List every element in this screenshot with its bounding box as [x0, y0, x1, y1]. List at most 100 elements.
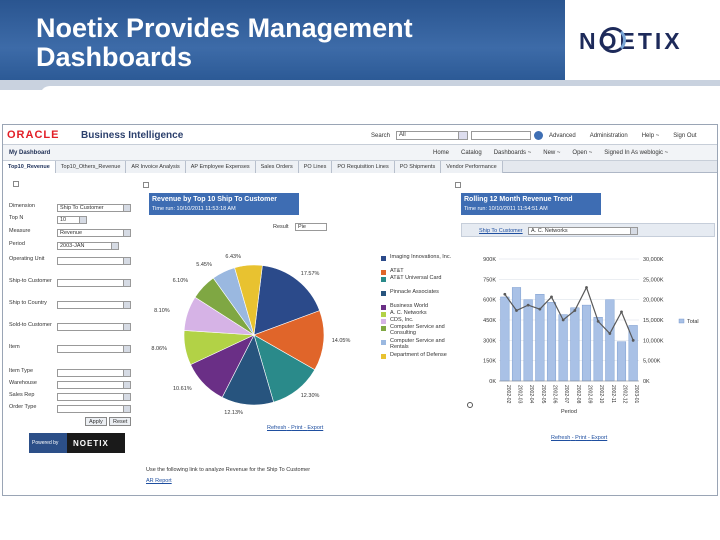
bar[interactable]	[581, 304, 592, 382]
legend-swatch	[678, 318, 685, 324]
y-tick-label-right: 10,000K	[643, 338, 664, 344]
bar[interactable]	[558, 314, 568, 382]
tab-top10-others-revenue[interactable]: Top10_Others_Revenue	[55, 161, 127, 173]
link-home[interactable]: Home	[433, 150, 450, 156]
x-tick-label: 2002-05	[540, 385, 546, 404]
link-catalog[interactable]: Catalog	[461, 150, 482, 156]
print-link[interactable]: Print	[291, 425, 303, 431]
oracle-logo: ORACLE	[7, 129, 60, 141]
measure-select[interactable]: Revenue	[57, 229, 131, 237]
chevron-down-icon	[123, 302, 130, 308]
line-point[interactable]	[538, 307, 542, 311]
export-link[interactable]: Export	[307, 425, 324, 431]
bar[interactable]	[523, 299, 533, 382]
line-point[interactable]	[631, 338, 635, 342]
result-label: Result	[273, 224, 289, 230]
filter-label: Period	[9, 241, 25, 247]
header-band-curve	[40, 86, 720, 98]
y-tick-label-right: 20,000K	[643, 298, 664, 304]
bar[interactable]	[500, 296, 510, 382]
y-tick-label-right: 30,000K	[643, 257, 664, 263]
search-go-icon[interactable]	[534, 131, 543, 140]
dimension-select[interactable]: Ship To Customer	[57, 204, 131, 212]
ship-to-country-select[interactable]	[57, 301, 131, 309]
tab-vendor-performance[interactable]: Vendor Performance	[441, 161, 503, 173]
line-point[interactable]	[503, 292, 507, 296]
collapse-icon[interactable]	[143, 182, 149, 188]
tab-top10-revenue[interactable]: Top10_Revenue	[3, 161, 56, 173]
bar[interactable]	[570, 307, 580, 382]
zoom-icon[interactable]	[467, 402, 473, 408]
chevron-down-icon	[630, 228, 637, 234]
tab-sales-orders[interactable]: Sales Orders	[255, 161, 299, 173]
line-point[interactable]	[561, 318, 565, 322]
line-point[interactable]	[585, 286, 588, 289]
line-point[interactable]	[526, 303, 530, 307]
link-open[interactable]: Open ~	[572, 150, 593, 156]
line-point[interactable]	[596, 319, 600, 323]
collapse-icon[interactable]	[455, 182, 461, 188]
ship-to-customer-select[interactable]: A. C. Networks	[528, 227, 638, 235]
item-type-select[interactable]	[57, 369, 131, 377]
dashboard-name: My Dashboard	[9, 150, 51, 156]
link-signed-in[interactable]: Signed In As weblogic ~	[604, 150, 669, 156]
order-type-select[interactable]	[57, 405, 131, 413]
filter-item: Item	[9, 344, 135, 355]
link-dashboards[interactable]: Dashboards ~	[493, 150, 532, 156]
ar-report-link[interactable]: AR Report	[146, 478, 172, 484]
refresh-link[interactable]: Refresh	[267, 425, 287, 431]
bar[interactable]	[616, 341, 627, 382]
chevron-down-icon	[123, 370, 130, 376]
legend-label: Department of Defense	[390, 352, 447, 358]
powered-by-badge: Powered by NOETIX	[29, 433, 125, 453]
trend-panel-header: Rolling 12 Month Revenue Trend Time run:…	[461, 193, 601, 215]
pie-slice[interactable]	[253, 310, 325, 371]
pie-slice[interactable]	[234, 264, 263, 336]
top-links: Advanced Administration Help ~ Sign Out	[549, 133, 697, 139]
chevron-down-icon	[123, 205, 130, 211]
select-value: Pie	[298, 224, 306, 230]
pie-slice[interactable]	[253, 265, 321, 336]
bar[interactable]	[546, 302, 557, 382]
x-tick-label: 2003-01	[633, 385, 639, 404]
sales-rep-select[interactable]	[57, 393, 131, 401]
ship-to-customer-select[interactable]	[57, 279, 131, 287]
export-link[interactable]: Export	[591, 435, 608, 441]
line-point[interactable]	[573, 309, 577, 312]
link-administration[interactable]: Administration	[589, 133, 628, 139]
apply-button[interactable]: Apply	[85, 417, 107, 426]
link-new[interactable]: New ~	[543, 150, 561, 156]
item-select[interactable]	[57, 345, 131, 353]
tab-ap-employee-expenses[interactable]: AP Employee Expenses	[185, 161, 256, 173]
tab-po-shipments[interactable]: PO Shipments	[394, 161, 442, 173]
bar[interactable]	[593, 317, 603, 382]
collapse-icon[interactable]	[13, 181, 19, 187]
refresh-link[interactable]: Refresh	[551, 435, 571, 441]
sold-to-customer-select[interactable]	[57, 323, 131, 331]
search-input[interactable]	[471, 131, 531, 140]
tab-po-requisition-lines[interactable]: PO Requisition Lines	[332, 161, 395, 173]
bar[interactable]	[535, 294, 545, 382]
line-point[interactable]	[620, 310, 623, 314]
line-point[interactable]	[550, 295, 553, 299]
pie-slice-label: 17.57%	[300, 270, 320, 277]
link-help[interactable]: Help ~	[641, 133, 660, 139]
tab-ar-invoice-analysis[interactable]: AR Invoice Analysis	[126, 161, 186, 173]
link-sign-out[interactable]: Sign Out	[673, 133, 697, 139]
line-point[interactable]	[515, 309, 518, 312]
trend-filter-label[interactable]: Ship To Customer	[479, 228, 523, 234]
bar[interactable]	[511, 287, 522, 382]
link-advanced[interactable]: Advanced	[549, 133, 576, 139]
reset-button[interactable]: Reset	[109, 417, 132, 426]
operating-unit-select[interactable]	[57, 257, 131, 265]
print-link[interactable]: Print	[575, 435, 587, 441]
filter-top-n: Top N 10	[9, 215, 135, 226]
warehouse-select[interactable]	[57, 381, 131, 389]
period-select[interactable]: 2003-JAN	[57, 242, 119, 250]
tab-po-lines[interactable]: PO Lines	[298, 161, 333, 173]
search-scope-select[interactable]: All	[396, 131, 468, 140]
result-view-select[interactable]: Pie	[295, 223, 327, 231]
line-point[interactable]	[608, 332, 612, 335]
bar[interactable]	[605, 299, 615, 382]
top-n-select[interactable]: 10	[57, 216, 87, 224]
